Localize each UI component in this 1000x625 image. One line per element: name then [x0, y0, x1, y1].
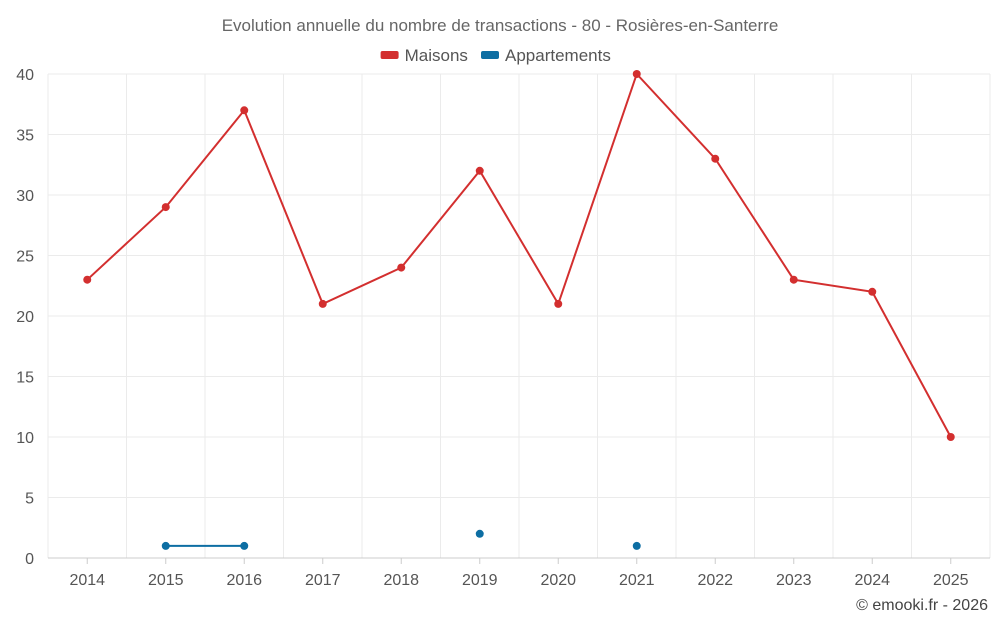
x-tick-label: 2018	[383, 572, 419, 589]
y-tick-label: 10	[16, 430, 34, 447]
data-point-maisons[interactable]	[789, 275, 798, 284]
data-point-maisons[interactable]	[475, 166, 484, 175]
data-point-maisons[interactable]	[318, 299, 327, 308]
legend-item-appartements[interactable]: Appartements	[481, 46, 611, 65]
series-line-maisons	[86, 72, 952, 438]
chart-title: Evolution annuelle du nombre de transact…	[222, 16, 779, 35]
credit-text: © emooki.fr - 2026	[856, 597, 988, 614]
legend-label-maisons: Maisons	[405, 46, 468, 65]
y-tick-label: 0	[25, 551, 34, 568]
data-point-appartements[interactable]	[240, 541, 249, 550]
data-point-maisons[interactable]	[554, 299, 563, 308]
x-tick-label: 2019	[462, 572, 498, 589]
x-tick-label: 2024	[854, 572, 890, 589]
y-tick-label: 30	[16, 188, 34, 205]
x-tick-label: 2015	[148, 572, 184, 589]
x-tick-label: 2016	[226, 572, 262, 589]
data-point-maisons[interactable]	[632, 70, 641, 78]
data-point-maisons[interactable]	[711, 154, 720, 163]
legend-swatch-maisons	[380, 51, 399, 59]
x-tick-label: 2020	[540, 572, 576, 589]
grid	[47, 73, 991, 558]
data-point-appartements[interactable]	[632, 541, 641, 550]
data-point-appartements[interactable]	[475, 529, 484, 538]
data-point-appartements[interactable]	[161, 541, 170, 550]
data-point-maisons[interactable]	[240, 106, 249, 115]
data-point-maisons[interactable]	[161, 203, 170, 212]
data-point-maisons[interactable]	[397, 263, 406, 272]
x-tick-label: 2014	[69, 572, 105, 589]
legend-label-appartements: Appartements	[505, 46, 611, 65]
x-tick-label: 2023	[776, 572, 812, 589]
plot-area	[83, 70, 955, 550]
data-point-maisons[interactable]	[946, 433, 955, 441]
y-tick-label: 20	[16, 309, 34, 326]
y-tick-label: 15	[16, 370, 34, 387]
x-tick-label: 2022	[697, 572, 733, 589]
x-tick-label: 2025	[933, 572, 969, 589]
y-tick-label: 25	[16, 249, 34, 266]
legend-swatch-appartements	[481, 51, 499, 59]
legend[interactable]: Maisons Appartements	[380, 46, 611, 65]
legend-item-maisons[interactable]: Maisons	[380, 46, 468, 65]
data-point-maisons[interactable]	[868, 287, 877, 296]
y-tick-label: 5	[25, 491, 34, 508]
x-tick-label: 2017	[305, 572, 341, 589]
y-tick-label: 35	[16, 128, 34, 145]
x-tick-label: 2021	[619, 572, 655, 589]
data-point-maisons[interactable]	[83, 275, 92, 284]
y-tick-label: 40	[16, 67, 34, 84]
